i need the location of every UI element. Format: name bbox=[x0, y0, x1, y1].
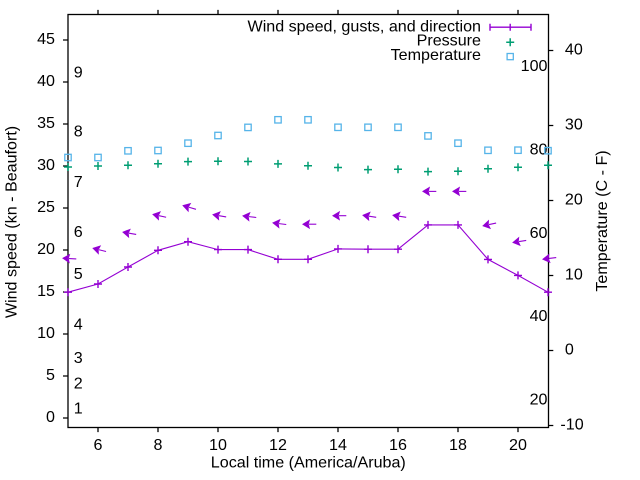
svg-text:8: 8 bbox=[74, 122, 83, 140]
svg-text:9: 9 bbox=[74, 64, 83, 82]
svg-text:Temperature: Temperature bbox=[391, 46, 481, 64]
svg-text:100: 100 bbox=[521, 57, 548, 75]
svg-text:20: 20 bbox=[530, 391, 548, 409]
svg-text:4: 4 bbox=[74, 316, 83, 334]
svg-text:6: 6 bbox=[74, 223, 83, 241]
svg-text:20: 20 bbox=[37, 240, 55, 258]
svg-text:14: 14 bbox=[329, 436, 347, 454]
svg-text:16: 16 bbox=[389, 436, 407, 454]
svg-text:2: 2 bbox=[74, 374, 83, 392]
svg-text:Local time (America/Aruba): Local time (America/Aruba) bbox=[211, 454, 406, 472]
svg-text:40: 40 bbox=[565, 41, 583, 59]
svg-text:Wind speed (kn - Beaufort): Wind speed (kn - Beaufort) bbox=[3, 126, 21, 318]
svg-text:12: 12 bbox=[269, 436, 287, 454]
svg-text:60: 60 bbox=[530, 224, 548, 242]
svg-text:35: 35 bbox=[37, 114, 55, 132]
svg-text:20: 20 bbox=[509, 436, 527, 454]
svg-text:18: 18 bbox=[449, 436, 467, 454]
svg-text:40: 40 bbox=[37, 72, 55, 90]
svg-text:30: 30 bbox=[37, 156, 55, 174]
svg-text:8: 8 bbox=[154, 436, 163, 454]
svg-text:45: 45 bbox=[37, 30, 55, 48]
svg-text:6: 6 bbox=[94, 436, 103, 454]
svg-text:10: 10 bbox=[565, 266, 583, 284]
svg-text:3: 3 bbox=[74, 349, 83, 367]
svg-text:1: 1 bbox=[74, 400, 83, 418]
svg-text:-10: -10 bbox=[560, 416, 583, 434]
svg-text:5: 5 bbox=[74, 265, 83, 283]
svg-text:7: 7 bbox=[74, 173, 83, 191]
svg-text:Temperature (C - F): Temperature (C - F) bbox=[593, 150, 611, 291]
svg-text:15: 15 bbox=[37, 282, 55, 300]
svg-text:0: 0 bbox=[565, 341, 574, 359]
svg-text:40: 40 bbox=[530, 307, 548, 325]
svg-text:Pressure: Pressure bbox=[417, 32, 481, 50]
svg-text:0: 0 bbox=[46, 408, 55, 426]
svg-text:25: 25 bbox=[37, 198, 55, 216]
svg-text:30: 30 bbox=[565, 116, 583, 134]
svg-text:10: 10 bbox=[209, 436, 227, 454]
svg-text:Wind speed, gusts, and directi: Wind speed, gusts, and direction bbox=[248, 17, 482, 35]
svg-text:80: 80 bbox=[530, 141, 548, 159]
svg-text:20: 20 bbox=[565, 191, 583, 209]
svg-text:10: 10 bbox=[37, 324, 55, 342]
svg-text:5: 5 bbox=[46, 366, 55, 384]
